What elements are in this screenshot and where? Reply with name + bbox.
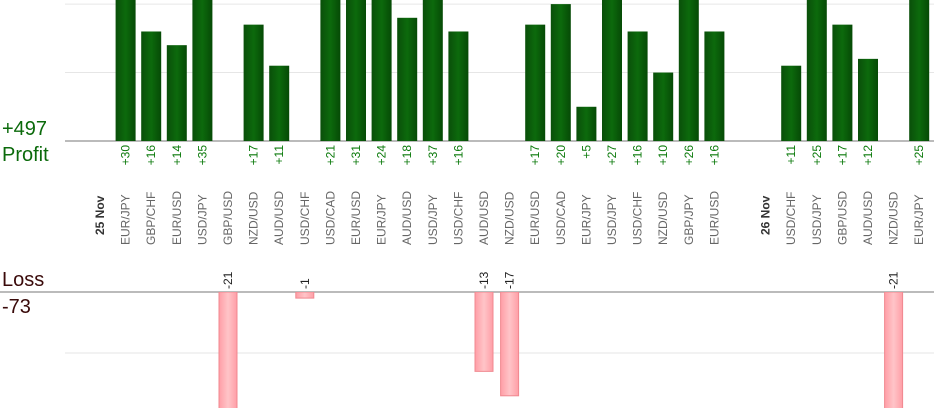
x-tick-label: EUR/USD: [707, 191, 721, 245]
profit-bar: [678, 0, 699, 141]
profit-value-label: +16: [631, 145, 645, 166]
x-tick-label: EUR/JPY: [119, 194, 133, 245]
x-tick-label: EUR/JPY: [912, 194, 926, 245]
profit-value-label: +31: [349, 145, 363, 166]
profit-value-label: +5: [579, 145, 593, 159]
x-tick-label: USD/CAD: [323, 191, 337, 245]
profit-value-label: +37: [426, 145, 440, 166]
profit-bar: [781, 65, 802, 141]
profit-value-label: +21: [323, 145, 337, 166]
x-tick-label: USD/CAD: [554, 191, 568, 245]
profit-bar: [448, 31, 469, 141]
profit-value-label: +17: [528, 145, 542, 166]
x-tick-label: USD/CHF: [631, 192, 645, 245]
profit-bar: [832, 24, 853, 141]
loss-value-label: -17: [503, 271, 517, 289]
profit-bar: [704, 31, 725, 141]
loss-bar: [500, 292, 520, 397]
x-tick-label: USD/JPY: [605, 194, 619, 245]
x-tick-label: EUR/USD: [528, 191, 542, 245]
profit-bar: [653, 72, 674, 141]
profit-value-label: +26: [682, 145, 696, 166]
profit-value-label: +16: [707, 145, 721, 166]
profit-value-label: +16: [144, 145, 158, 166]
profit-bar: [602, 0, 622, 141]
x-tick-label: NZD/USD: [656, 191, 670, 245]
profit-bar: [371, 0, 392, 141]
profit-value-label: +11: [272, 145, 286, 165]
x-tick-label: USD/CHF: [784, 192, 798, 245]
x-tick-label: EUR/JPY: [375, 194, 389, 245]
profit-bar: [550, 4, 571, 141]
profit-value-label: +24: [375, 145, 389, 166]
profit-bar: [858, 58, 878, 141]
x-tick-label: EUR/USD: [349, 191, 363, 245]
x-tick-label: AUD/USD: [400, 191, 414, 245]
loss-label: Loss: [2, 269, 44, 291]
profit-bar: [141, 31, 162, 141]
x-tick-label: NZD/USD: [503, 191, 517, 245]
profit-bar: [269, 65, 290, 141]
profit-bar: [166, 45, 187, 141]
profit-bar: [909, 0, 930, 141]
profit-value-label: +35: [195, 145, 209, 166]
x-tick-label: GBP/USD: [835, 191, 849, 245]
loss-total: -73: [2, 296, 31, 318]
x-tick-label: NZD/USD: [887, 191, 901, 245]
profit-bar: [320, 0, 341, 141]
x-tick-label: USD/JPY: [195, 194, 209, 245]
x-tick-label: EUR/USD: [170, 191, 184, 245]
loss-bar: [295, 292, 315, 299]
profit-bar: [627, 31, 648, 141]
x-tick-label: EUR/JPY: [579, 194, 593, 245]
x-tick-label: GBP/USD: [221, 191, 235, 245]
x-tick-label: AUD/USD: [861, 191, 875, 245]
loss-value-label: -1: [298, 278, 312, 289]
profit-value-label: +27: [605, 145, 619, 166]
profit-value-label: +11: [784, 145, 798, 165]
profit-bar: [397, 17, 418, 141]
profit-bar: [422, 0, 443, 141]
profit-bar: [806, 0, 827, 141]
profit-bar: [115, 0, 136, 141]
profit-value-label: +25: [912, 145, 926, 166]
profit-value-label: +16: [451, 145, 465, 166]
profit-bar: [192, 0, 213, 141]
date-label: 25 Nov: [93, 195, 107, 235]
loss-bar: [218, 292, 238, 408]
profit-value-label: +17: [247, 145, 261, 166]
x-tick-label: USD/CHF: [451, 192, 465, 245]
x-tick-label: USD/JPY: [426, 194, 440, 245]
profit-bar: [525, 24, 546, 141]
x-tick-label: AUD/USD: [477, 191, 491, 245]
date-label: 26 Nov: [759, 195, 773, 235]
x-tick-label: GBP/CHF: [144, 192, 158, 245]
profit-bar: [576, 106, 597, 141]
profit-value-label: +10: [656, 145, 670, 166]
profit-bar: [243, 24, 264, 141]
x-tick-label: USD/CHF: [298, 192, 312, 245]
profit-total: +497: [2, 118, 47, 140]
loss-value-label: -21: [887, 271, 901, 289]
profit-value-label: +20: [554, 145, 568, 166]
profit-value-label: +30: [119, 145, 133, 166]
profit-value-label: +12: [861, 145, 875, 166]
x-tick-label: USD/JPY: [810, 194, 824, 245]
loss-bar: [474, 292, 494, 372]
x-tick-label: GBP/JPY: [682, 194, 696, 245]
profit-label: Profit: [2, 144, 49, 166]
loss-bar: [884, 292, 904, 408]
profit-bar: [346, 0, 366, 141]
x-tick-label: NZD/USD: [247, 191, 261, 245]
profit-value-label: +17: [835, 145, 849, 166]
profit-value-label: +14: [170, 145, 184, 166]
profit-value-label: +18: [400, 145, 414, 166]
x-tick-label: AUD/USD: [272, 191, 286, 245]
loss-value-label: -21: [221, 271, 235, 289]
loss-value-label: -13: [477, 271, 491, 289]
profit-value-label: +25: [810, 145, 824, 166]
